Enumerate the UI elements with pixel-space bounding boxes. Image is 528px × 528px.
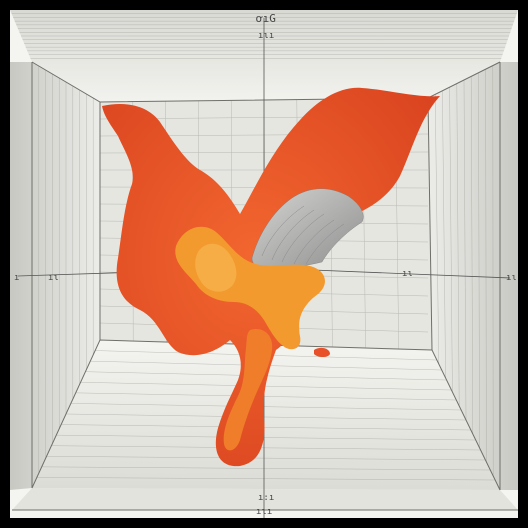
label-top-primary: ơıG [256,12,276,25]
gray-core-contours [261,205,345,265]
label-bottom-secondary: ıɩı [256,507,272,517]
label-right-mid: ıɩ [402,269,413,279]
label-left-edge: ı [14,273,19,283]
fluid-red-droplet [314,347,330,357]
fluid-simulation [102,87,440,467]
floor-panel [32,340,500,490]
label-right-edge: ıɩ [506,273,517,283]
label-bottom-primary: ı:ı [258,493,274,503]
floor-base [12,488,518,510]
fluid-orange-wisp [195,243,237,292]
label-left-mid: ıɩ [48,273,59,283]
fluid-orange-stem [223,328,273,451]
label-top-secondary: ıɩı [258,31,274,41]
